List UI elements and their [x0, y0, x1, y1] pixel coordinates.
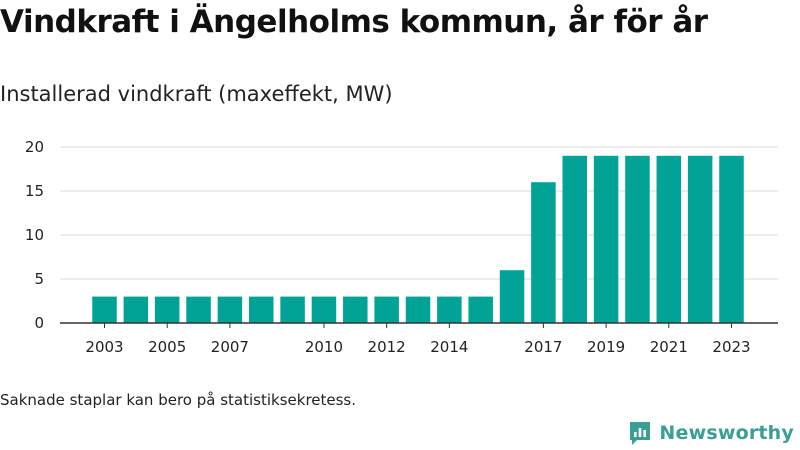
y-tick-label: 0	[34, 314, 44, 332]
y-tick-label: 20	[25, 138, 44, 156]
x-tick-label: 2007	[211, 338, 249, 356]
bar-2019	[593, 155, 619, 323]
y-axis-tick-labels: 0 5 10 15 20	[25, 138, 44, 332]
bar-2013	[405, 296, 431, 323]
chart-title: Vindkraft i Ängelholms kommun, år för år	[0, 4, 708, 40]
bar-2009	[280, 296, 305, 323]
bar-2014	[437, 296, 462, 323]
x-tick-label: 2021	[650, 338, 688, 356]
chart-subtitle: Installerad vindkraft (maxeffekt, MW)	[0, 82, 393, 106]
bar-2020	[625, 155, 650, 323]
x-tick-label: 2017	[524, 338, 562, 356]
bar-2023	[719, 155, 744, 323]
x-tick-label: 2005	[148, 338, 186, 356]
bars	[92, 155, 744, 323]
bar-2018	[562, 155, 587, 323]
brand-logo: Newsworthy	[628, 420, 794, 446]
newsworthy-logo-icon	[630, 422, 651, 445]
x-tick-label: 2019	[587, 338, 625, 356]
bar-2010	[311, 296, 337, 323]
bar-2005	[154, 296, 180, 323]
y-tick-label: 15	[25, 182, 44, 200]
x-tick-label: 2023	[712, 338, 750, 356]
bar-2004	[123, 296, 149, 323]
bar-2006	[186, 296, 211, 323]
bar-2021	[656, 155, 682, 323]
bar-2012	[374, 296, 399, 323]
y-tick-label: 10	[25, 226, 44, 244]
brand-name: Newsworthy	[659, 422, 794, 444]
bar-2008	[249, 296, 274, 323]
y-tick-label: 5	[34, 270, 44, 288]
bar-2017	[531, 182, 556, 323]
bar-2015	[468, 296, 493, 323]
bar-2022	[687, 155, 713, 323]
x-tick-label: 2010	[305, 338, 343, 356]
bar-2011	[343, 296, 368, 323]
x-tick-label: 2014	[430, 338, 468, 356]
bar-2007	[217, 296, 243, 323]
x-axis-ticks: 2003 2005 2007 2010 2012 2014 2017 2019 2021 2023	[85, 323, 751, 356]
footnote: Saknade staplar kan bero på statistiksek…	[0, 391, 357, 409]
bar-2016	[499, 270, 525, 323]
bar-2003	[92, 296, 117, 323]
x-tick-label: 2003	[85, 338, 123, 356]
x-tick-label: 2012	[368, 338, 406, 356]
bar-chart: 0 5 10 15 20 2003 2005 2007 2010 2012 2014 2017 201…	[25, 138, 778, 356]
